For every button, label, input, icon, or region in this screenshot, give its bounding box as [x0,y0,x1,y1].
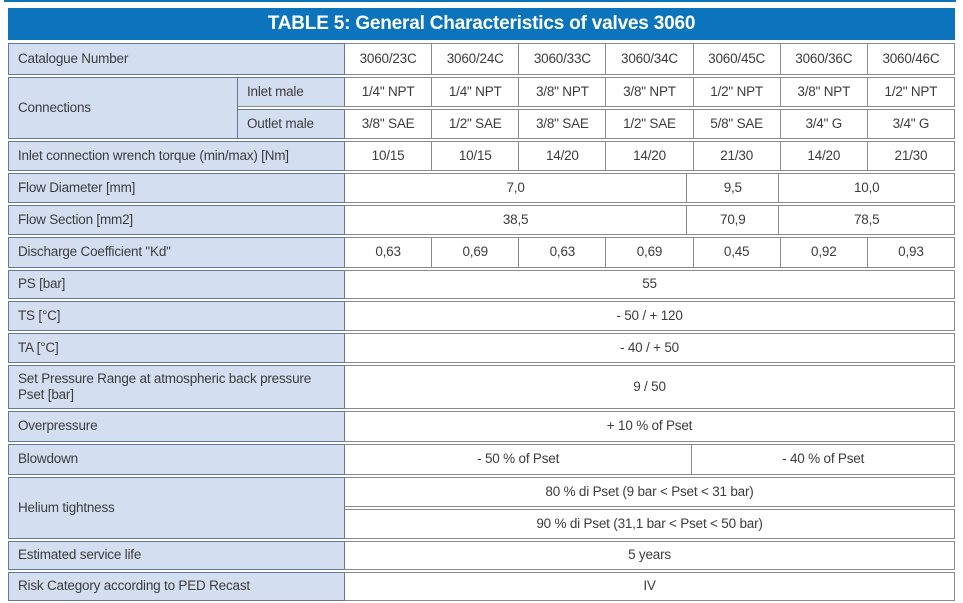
subrow-helium-90: 90 % di Pset (31,1 bar < Pset < 50 bar) [345,509,955,539]
sub-label: Inlet male [238,77,345,107]
catalogue-cell: 3060/24C [432,43,520,75]
torque-cell: 14/20 [519,141,607,171]
torque-cell: 14/20 [606,141,694,171]
row-label: Connections [8,77,238,139]
row-label: Flow Diameter [mm] [8,173,345,203]
merged-cell: 9,5 [687,173,780,203]
merged-cell: 38,5 [345,205,688,235]
subrow-outlet-male: Outlet male 3/8" SAE 1/2" SAE 3/8" SAE 1… [238,109,955,139]
outlet-cell: 1/2" SAE [606,109,694,139]
row-blowdown: Blowdown - 50 % of Pset - 40 % of Pset [8,444,955,475]
torque-cell: 10/15 [432,141,520,171]
merged-cell: 7,0 [345,173,688,203]
merged-cell: - 50 / + 120 [345,301,955,331]
outlet-cell: 5/8" SAE [693,109,781,139]
merged-cell: 9 / 50 [345,365,955,409]
row-connections: Connections Inlet male 1/4" NPT 1/4" NPT… [8,77,955,139]
row-label: Estimated service life [8,541,345,570]
row-label: Risk Category according to PED Recast [8,572,345,601]
table-title: TABLE 5: General Characteristics of valv… [8,8,955,40]
torque-cell: 10/15 [345,141,433,171]
inlet-cell: 3/8" NPT [780,77,868,107]
row-wrench-torque: Inlet connection wrench torque (min/max)… [8,141,955,171]
catalogue-cell: 3060/46C [867,43,955,75]
row-flow-diameter: Flow Diameter [mm] 7,0 9,5 10,0 [8,173,955,203]
inlet-cell: 1/4" NPT [432,77,520,107]
row-helium-tightness: Helium tightness 80 % di Pset (9 bar < P… [8,477,955,539]
row-label: PS [bar] [8,270,345,299]
outlet-cell: 1/2" SAE [432,109,520,139]
kd-cell: 0,69 [606,237,694,268]
merged-cell: 10,0 [779,173,955,203]
row-label: Catalogue Number [8,43,345,75]
catalogue-cell: 3060/34C [606,43,694,75]
merged-cell: 80 % di Pset (9 bar < Pset < 31 bar) [345,477,955,507]
row-label: Blowdown [8,444,345,475]
inlet-cell: 1/2" NPT [693,77,781,107]
inlet-cell: 1/4" NPT [345,77,433,107]
merged-cell: IV [345,572,955,601]
subrow-helium-80: 80 % di Pset (9 bar < Pset < 31 bar) [345,477,955,507]
torque-cell: 21/30 [693,141,781,171]
kd-cell: 0,93 [867,237,955,268]
kd-cell: 0,63 [345,237,433,268]
merged-cell: 5 years [345,541,955,570]
catalogue-cell: 3060/23C [345,43,433,75]
catalogue-cell: 3060/45C [693,43,781,75]
row-ps: PS [bar] 55 [8,270,955,299]
row-flow-section: Flow Section [mm2] 38,5 70,9 78,5 [8,205,955,235]
row-risk-category: Risk Category according to PED Recast IV [8,572,955,601]
merged-cell: - 50 % of Pset [345,444,693,475]
outlet-cell: 3/8" SAE [345,109,433,139]
row-ta: TA [°C] - 40 / + 50 [8,333,955,363]
row-label: Inlet connection wrench torque (min/max)… [8,141,345,171]
row-label: TS [°C] [8,301,345,331]
row-label: Set Pressure Range at atmospheric back p… [8,365,345,409]
merged-cell: - 40 / + 50 [345,333,955,363]
merged-cell: 70,9 [687,205,780,235]
row-label: Helium tightness [8,477,345,539]
torque-cell: 21/30 [867,141,955,171]
merged-cell: - 40 % of Pset [692,444,955,475]
merged-cell: + 10 % of Pset [345,411,955,442]
inlet-cell: 3/8" NPT [606,77,694,107]
row-service-life: Estimated service life 5 years [8,541,955,570]
row-label: TA [°C] [8,333,345,363]
sub-label: Outlet male [238,109,345,139]
merged-cell: 90 % di Pset (31,1 bar < Pset < 50 bar) [345,509,955,539]
merged-cell: 78,5 [779,205,955,235]
row-catalogue-number: Catalogue Number 3060/23C 3060/24C 3060/… [8,43,955,75]
row-overpressure: Overpressure + 10 % of Pset [8,411,955,442]
row-label: Discharge Coefficient "Kd" [8,237,345,268]
outlet-cell: 3/4" G [867,109,955,139]
row-label: Flow Section [mm2] [8,205,345,235]
catalogue-cell: 3060/33C [519,43,607,75]
kd-cell: 0,63 [519,237,607,268]
row-ts: TS [°C] - 50 / + 120 [8,301,955,331]
inlet-cell: 1/2" NPT [867,77,955,107]
row-set-pressure-range: Set Pressure Range at atmospheric back p… [8,365,955,409]
inlet-cell: 3/8" NPT [519,77,607,107]
kd-cell: 0,45 [693,237,781,268]
catalogue-cell: 3060/36C [780,43,868,75]
subrow-inlet-male: Inlet male 1/4" NPT 1/4" NPT 3/8" NPT 3/… [238,77,955,107]
row-discharge-coefficient: Discharge Coefficient "Kd" 0,63 0,69 0,6… [8,237,955,268]
merged-cell: 55 [345,270,955,299]
kd-cell: 0,69 [432,237,520,268]
row-label: Overpressure [8,411,345,442]
outlet-cell: 3/4" G [780,109,868,139]
outlet-cell: 3/8" SAE [519,109,607,139]
kd-cell: 0,92 [780,237,868,268]
torque-cell: 14/20 [780,141,868,171]
valve-characteristics-table: TABLE 5: General Characteristics of valv… [8,8,955,603]
top-rule [4,0,956,2]
